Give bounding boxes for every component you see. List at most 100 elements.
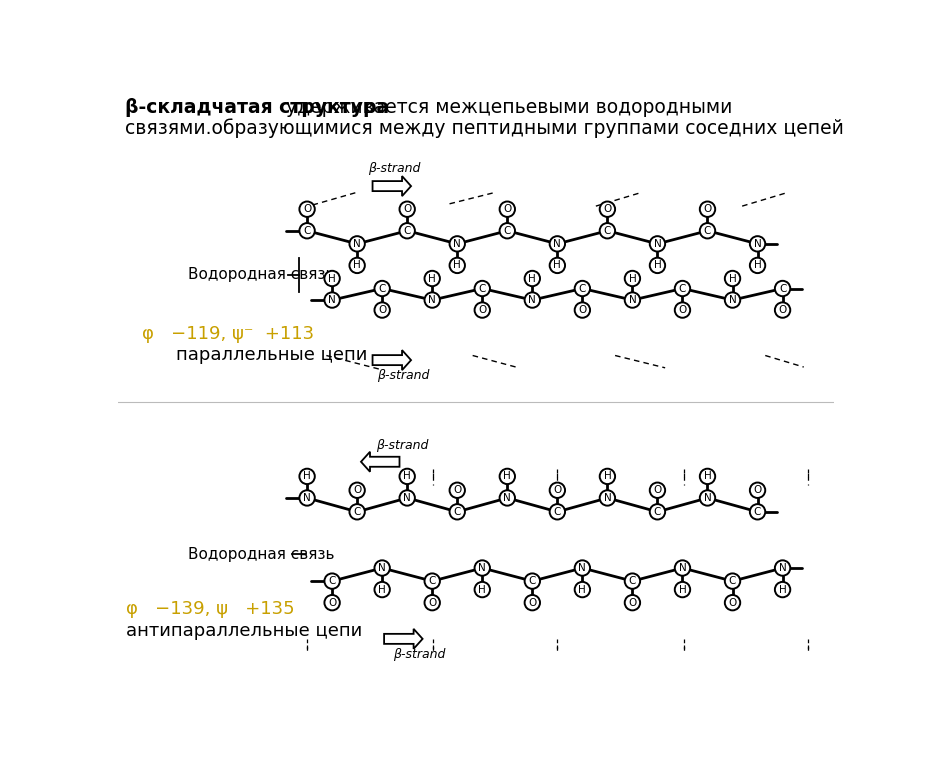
Circle shape: [474, 582, 489, 598]
Text: C: C: [528, 576, 535, 586]
Text: N: N: [353, 239, 361, 249]
Circle shape: [299, 490, 315, 505]
Text: O: O: [303, 204, 311, 214]
Text: H: H: [328, 273, 336, 283]
Text: O: O: [353, 485, 361, 495]
Text: H: H: [378, 584, 386, 594]
Text: H: H: [553, 260, 561, 270]
Text: β-складчатая структура: β-складчатая структура: [124, 98, 388, 118]
Circle shape: [349, 482, 365, 498]
Text: N: N: [528, 295, 535, 305]
Circle shape: [449, 236, 464, 252]
Text: O: O: [378, 305, 386, 315]
Circle shape: [299, 201, 315, 217]
Text: C: C: [678, 283, 686, 293]
Text: H: H: [603, 472, 611, 482]
Text: O: O: [328, 598, 336, 607]
Text: H: H: [753, 260, 761, 270]
Text: φ   −119, ψ⁻  +113: φ −119, ψ⁻ +113: [141, 326, 314, 343]
Circle shape: [499, 468, 514, 484]
Text: β-strand: β-strand: [393, 648, 445, 661]
Circle shape: [374, 281, 390, 296]
Circle shape: [349, 236, 365, 252]
Text: N: N: [578, 563, 586, 573]
Text: N: N: [753, 239, 761, 249]
Circle shape: [299, 223, 315, 238]
Circle shape: [574, 303, 589, 318]
Text: O: O: [528, 598, 535, 607]
Text: C: C: [653, 507, 661, 517]
Circle shape: [624, 574, 639, 589]
Circle shape: [599, 223, 614, 238]
Circle shape: [574, 561, 589, 576]
Circle shape: [499, 223, 514, 238]
Circle shape: [774, 303, 790, 318]
Circle shape: [324, 574, 340, 589]
Circle shape: [524, 595, 539, 611]
Text: C: C: [778, 283, 785, 293]
Text: H: H: [453, 260, 460, 270]
Circle shape: [749, 258, 765, 273]
Text: N: N: [728, 295, 736, 305]
Text: O: O: [778, 305, 786, 315]
Circle shape: [749, 482, 765, 498]
Circle shape: [574, 582, 589, 598]
Circle shape: [674, 561, 690, 576]
Circle shape: [474, 561, 489, 576]
Circle shape: [349, 504, 365, 519]
Text: N: N: [503, 493, 510, 503]
Text: N: N: [653, 239, 661, 249]
Circle shape: [399, 490, 415, 505]
Circle shape: [724, 595, 740, 611]
Circle shape: [699, 223, 715, 238]
Text: O: O: [677, 305, 686, 315]
Circle shape: [324, 293, 340, 308]
Text: H: H: [653, 260, 661, 270]
Text: O: O: [728, 598, 736, 607]
Text: β-strand: β-strand: [375, 439, 428, 452]
Text: O: O: [652, 485, 661, 495]
Circle shape: [649, 236, 664, 252]
Text: O: O: [577, 305, 586, 315]
Text: связями.образующимися между пептидными группами соседних цепей: связями.образующимися между пептидными г…: [124, 118, 843, 138]
Polygon shape: [372, 176, 410, 196]
Text: Водородная связь: Водородная связь: [187, 267, 334, 282]
Text: C: C: [578, 283, 586, 293]
Circle shape: [424, 293, 440, 308]
Text: удерживается межцепьевыми водородными: удерживается межцепьевыми водородными: [280, 98, 732, 118]
Circle shape: [449, 258, 464, 273]
Circle shape: [774, 582, 790, 598]
Circle shape: [599, 490, 614, 505]
Text: H: H: [503, 472, 510, 482]
Circle shape: [299, 468, 315, 484]
Text: N: N: [403, 493, 410, 503]
Text: O: O: [428, 598, 436, 607]
Text: C: C: [503, 226, 510, 236]
Circle shape: [699, 201, 715, 217]
Circle shape: [399, 468, 415, 484]
Circle shape: [374, 303, 390, 318]
Circle shape: [699, 490, 715, 505]
Text: N: N: [378, 563, 386, 573]
Polygon shape: [383, 629, 422, 649]
Text: N: N: [553, 239, 561, 249]
Text: H: H: [428, 273, 435, 283]
Text: C: C: [353, 507, 360, 517]
Text: N: N: [478, 563, 485, 573]
Circle shape: [724, 293, 740, 308]
Text: N: N: [453, 239, 460, 249]
Text: O: O: [503, 204, 511, 214]
Text: N: N: [677, 563, 686, 573]
Circle shape: [524, 574, 539, 589]
Text: H: H: [628, 273, 636, 283]
Text: C: C: [603, 226, 611, 236]
Text: C: C: [728, 576, 735, 586]
Text: H: H: [728, 273, 736, 283]
Circle shape: [649, 504, 664, 519]
Text: O: O: [627, 598, 636, 607]
Text: O: O: [702, 204, 711, 214]
Text: N: N: [303, 493, 311, 503]
Circle shape: [474, 281, 489, 296]
Text: O: O: [553, 485, 561, 495]
Circle shape: [349, 258, 365, 273]
